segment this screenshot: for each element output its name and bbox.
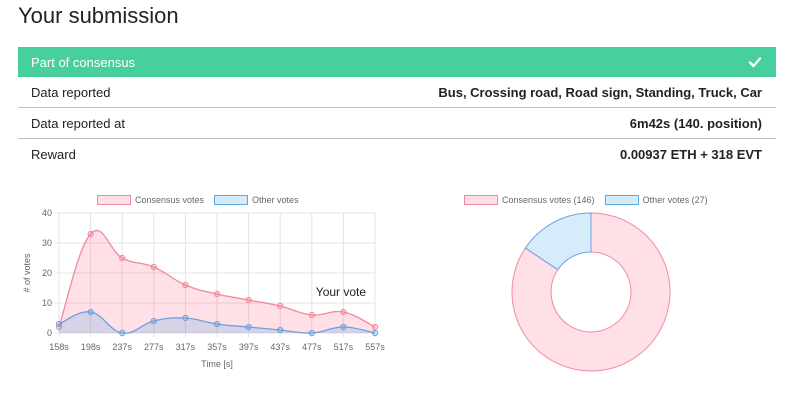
consensus-votes-point (340, 308, 347, 316)
other-votes-point (277, 326, 284, 334)
y-tick-label: 20 (42, 268, 52, 278)
consensus-votes-point (87, 230, 94, 238)
legend-swatch (97, 195, 131, 205)
legend-item-other[interactable]: Other votes (27) (604, 195, 708, 205)
other-votes-point (245, 323, 252, 331)
consensus-status-bar: Part of consensus (18, 47, 776, 77)
other-votes-point (55, 320, 63, 328)
data-reported-row: Data reported Bus, Crossing road, Road s… (18, 77, 776, 108)
consensus-votes-point (308, 311, 315, 319)
other-votes-point (371, 329, 379, 337)
doughnut-legend: Consensus votes (146) Other votes (27) (464, 195, 718, 205)
votes-line-chart: 0 10 20 30 40 158s 198s 237s 277s 317s 357s 397s 437… (22, 208, 385, 369)
x-tick-label: 317s (176, 342, 196, 352)
your-vote-annotation: Your vote (316, 285, 367, 299)
legend-label: Other votes (27) (642, 195, 708, 205)
consensus-votes-point (245, 296, 252, 304)
other-votes-point (87, 308, 94, 316)
other-votes-point (119, 329, 126, 337)
x-tick-label: 198s (81, 342, 101, 352)
x-tick-label: 158s (49, 342, 69, 352)
row-value: 6m42s (140. position) (629, 115, 762, 131)
other-votes-slice (524, 212, 592, 271)
legend-item-other[interactable]: Other votes (214, 195, 299, 205)
y-axis-label: # of votes (22, 253, 32, 293)
legend-swatch (214, 195, 249, 205)
y-tick-label: 10 (42, 298, 52, 308)
other-votes-line (58, 311, 376, 334)
other-votes-point (150, 317, 157, 325)
legend-item-consensus[interactable]: Consensus votes (146) (464, 195, 595, 205)
legend-label: Other votes (252, 195, 299, 205)
other-votes-point (308, 329, 315, 337)
x-tick-label: 397s (239, 342, 259, 352)
row-label: Reward (31, 147, 76, 162)
legend-swatch (604, 195, 639, 205)
other-votes-point (213, 320, 221, 328)
consensus-votes-point (119, 254, 126, 262)
legend-label: Consensus votes (146) (502, 195, 595, 205)
line-chart-legend: Consensus votes Other votes (97, 195, 309, 205)
consensus-votes-point (277, 302, 284, 310)
other-votes-point (340, 323, 347, 331)
consensus-votes-point (213, 290, 221, 298)
consensus-votes-point (150, 263, 157, 271)
other-votes-area (59, 311, 375, 334)
consensus-votes-slice (511, 212, 671, 372)
x-tick-label: 437s (270, 342, 290, 352)
status-label: Part of consensus (31, 54, 136, 70)
row-value: 0.00937 ETH + 318 EVT (619, 147, 762, 162)
consensus-votes-point (182, 281, 189, 289)
y-tick-label: 40 (42, 208, 52, 218)
page-title: Your submission (18, 3, 179, 28)
reward-row: Reward 0.00937 ETH + 318 EVT (18, 139, 776, 170)
x-tick-label: 477s (302, 342, 322, 352)
check-icon (748, 57, 762, 68)
x-tick-label: 517s (334, 342, 354, 352)
consensus-votes-point (371, 323, 379, 331)
x-tick-label: 237s (112, 342, 132, 352)
x-tick-label: 357s (207, 342, 227, 352)
votes-doughnut-chart (511, 212, 671, 372)
row-value: Bus, Crossing road, Road sign, Standing,… (438, 84, 762, 100)
row-label: Data reported at (31, 115, 125, 131)
other-votes-point (182, 314, 189, 322)
x-tick-label: 277s (144, 342, 164, 352)
data-reported-at-row: Data reported at 6m42s (140. position) (18, 108, 776, 139)
legend-label: Consensus votes (135, 195, 205, 205)
legend-item-consensus[interactable]: Consensus votes (97, 195, 204, 205)
consensus-votes-area (59, 230, 375, 333)
legend-swatch (464, 195, 498, 205)
x-tick-label: 557s (365, 342, 385, 352)
consensus-votes-line (58, 230, 376, 328)
y-tick-label: 30 (42, 238, 52, 248)
y-tick-label: 0 (47, 328, 52, 338)
row-label: Data reported (31, 84, 111, 100)
x-axis-label: Time [s] (201, 359, 233, 369)
